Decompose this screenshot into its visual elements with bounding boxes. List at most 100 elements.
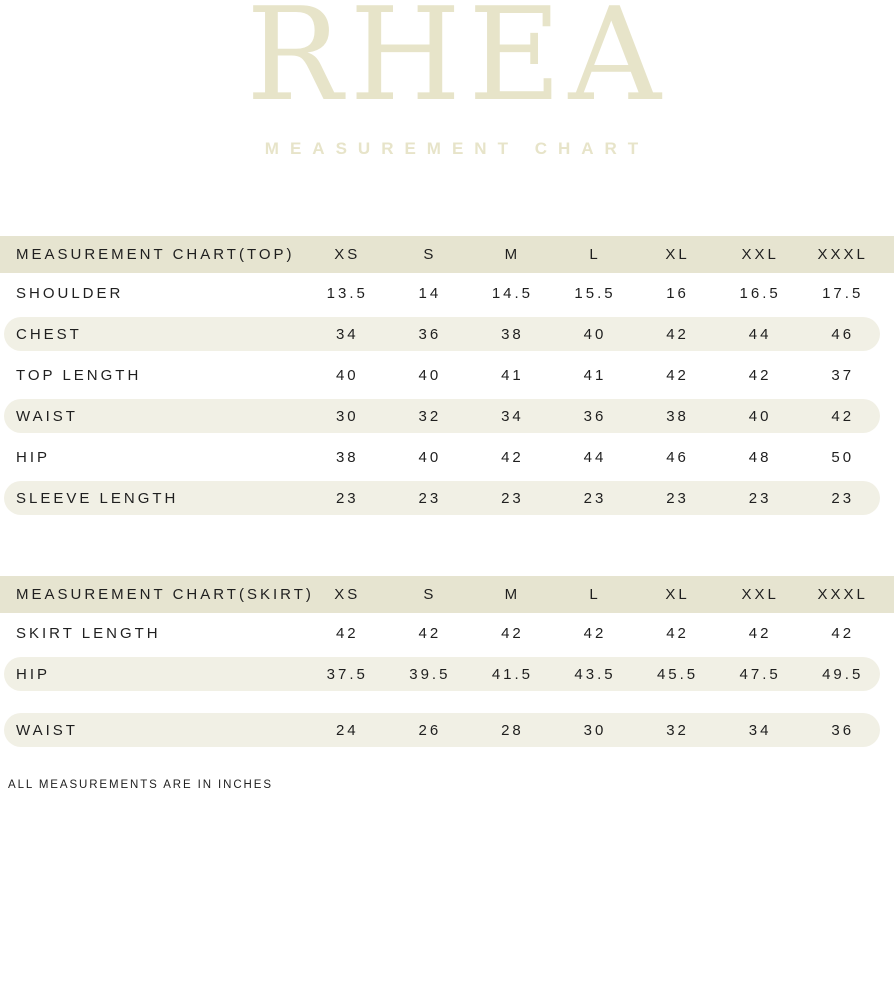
row-stripe — [4, 399, 880, 433]
measurement-value: 32 — [666, 722, 689, 739]
measurement-table-skirt: MEASUREMENT CHART(SKIRT) XS S M L XL XXL XXXL SK… — [0, 576, 894, 751]
row-stripe — [4, 481, 880, 515]
brand-subtitle: MEASUREMENT CHART — [264, 139, 650, 158]
measurement-value: 42 — [666, 367, 689, 384]
measurement-value: 44 — [748, 326, 772, 343]
measurement-value: 36 — [831, 722, 855, 739]
measurement-value: 34 — [501, 408, 524, 425]
measurement-row-sleeve-length: SLEEVE LENGTH 23 23 23 23 23 23 23 — [0, 478, 894, 519]
measurement-value: 42 — [831, 408, 855, 425]
size-column-header: XXL — [741, 246, 779, 263]
measurement-value: 42 — [335, 625, 359, 642]
row-stripe — [4, 317, 880, 351]
measurement-value: 43.5 — [574, 666, 616, 683]
measurement-value: 39.5 — [409, 666, 451, 683]
size-column-header: S — [423, 246, 437, 263]
measurement-value: 42 — [501, 625, 524, 642]
table-title: MEASUREMENT CHART(TOP) — [16, 246, 295, 263]
measurement-value: 23 — [666, 490, 689, 507]
measurement-value: 42 — [418, 625, 442, 642]
measurement-value: 26 — [418, 722, 442, 739]
measurement-row-waist: WAIST 30 32 34 36 38 40 42 — [0, 396, 894, 437]
measurement-value: 42 — [831, 625, 855, 642]
measurement-value: 36 — [583, 408, 607, 425]
size-column-header: S — [423, 586, 437, 603]
row-label: SLEEVE LENGTH — [16, 490, 179, 507]
measurement-value: 45.5 — [656, 666, 699, 683]
table-title: MEASUREMENT CHART(SKIRT) — [16, 586, 314, 603]
measurement-value: 34 — [335, 326, 359, 343]
measurement-row-hip: HIP 37.5 39.5 41.5 43.5 45.5 47.5 49.5 — [0, 654, 894, 695]
measurement-value: 15.5 — [574, 285, 616, 302]
measurement-value: 40 — [335, 367, 359, 384]
measurement-value: 41 — [501, 367, 524, 384]
size-column-header: M — [504, 246, 521, 263]
size-column-header: XL — [665, 586, 690, 603]
measurement-value: 42 — [748, 367, 772, 384]
measurement-value: 23 — [831, 490, 855, 507]
measurement-table-top: MEASUREMENT CHART(TOP) XS S M L XL XXL XXXL SHOU… — [0, 236, 894, 519]
measurement-value: 46 — [666, 449, 689, 466]
measurement-value: 48 — [748, 449, 772, 466]
measurement-row-skirt-length: SKIRT LENGTH 42 42 42 42 42 42 42 — [0, 613, 894, 654]
measurement-value: 38 — [501, 326, 524, 343]
size-column-header: XXL — [741, 586, 779, 603]
measurement-value: 47.5 — [739, 666, 781, 683]
row-label: WAIST — [16, 722, 78, 739]
measurement-value: 37.5 — [326, 666, 368, 683]
measurement-value: 41 — [583, 367, 607, 384]
measurement-value: 14 — [418, 285, 442, 302]
measurement-value: 36 — [418, 326, 442, 343]
size-column-header: XS — [334, 246, 361, 263]
measurement-value: 13.5 — [326, 285, 368, 302]
units-note: ALL MEASUREMENTS ARE IN INCHES — [8, 779, 273, 791]
measurement-value: 14.5 — [491, 285, 534, 302]
measurement-row-chest: CHEST 34 36 38 40 42 44 46 — [0, 314, 894, 355]
table-header-row: MEASUREMENT CHART(TOP) XS S M L XL XXL XXXL — [0, 236, 894, 273]
measurement-value: 42 — [583, 625, 607, 642]
measurement-value: 32 — [418, 408, 442, 425]
row-label: HIP — [16, 449, 51, 466]
measurement-value: 30 — [583, 722, 607, 739]
measurement-value: 42 — [666, 625, 689, 642]
measurement-value: 23 — [583, 490, 607, 507]
measurement-row-shoulder: SHOULDER 13.5 14 14.5 15.5 16 16.5 17.5 — [0, 273, 894, 314]
size-column-header: L — [589, 586, 601, 603]
size-column-header: L — [589, 246, 601, 263]
row-stripe — [4, 657, 880, 691]
measurement-row-hip: HIP 38 40 42 44 46 48 50 — [0, 437, 894, 478]
measurement-value: 23 — [335, 490, 359, 507]
size-column-header: XXXL — [817, 246, 868, 263]
row-label: HIP — [16, 666, 51, 683]
row-label: SKIRT LENGTH — [16, 625, 161, 642]
row-label: SHOULDER — [16, 285, 124, 302]
measurement-value: 42 — [501, 449, 524, 466]
measurement-value: 44 — [583, 449, 607, 466]
measurement-value: 23 — [748, 490, 772, 507]
row-label: CHEST — [16, 326, 82, 343]
measurement-value: 17.5 — [822, 285, 864, 302]
measurement-value: 49.5 — [822, 666, 864, 683]
size-column-header: M — [504, 586, 521, 603]
size-column-header: XL — [665, 246, 690, 263]
measurement-value: 42 — [748, 625, 772, 642]
table-header-row: MEASUREMENT CHART(SKIRT) XS S M L XL XXL XXXL — [0, 576, 894, 613]
measurement-value: 38 — [335, 449, 359, 466]
measurement-value: 23 — [418, 490, 442, 507]
row-label: TOP LENGTH — [16, 367, 142, 384]
measurement-value: 28 — [501, 722, 524, 739]
row-label: WAIST — [16, 408, 78, 425]
measurement-value: 24 — [335, 722, 359, 739]
measurement-value: 16 — [666, 285, 689, 302]
measurement-value: 40 — [418, 367, 442, 384]
size-column-header: XXXL — [817, 586, 868, 603]
measurement-value: 30 — [335, 408, 359, 425]
measurement-value: 34 — [748, 722, 772, 739]
brand-logo: RHEA — [246, 0, 668, 130]
measurement-value: 40 — [583, 326, 607, 343]
measurement-value: 40 — [748, 408, 772, 425]
measurement-row-waist: WAIST 24 26 28 30 32 34 36 — [0, 710, 894, 751]
measurement-value: 46 — [831, 326, 855, 343]
measurement-row-top-length: TOP LENGTH 40 40 41 41 42 42 37 — [0, 355, 894, 396]
